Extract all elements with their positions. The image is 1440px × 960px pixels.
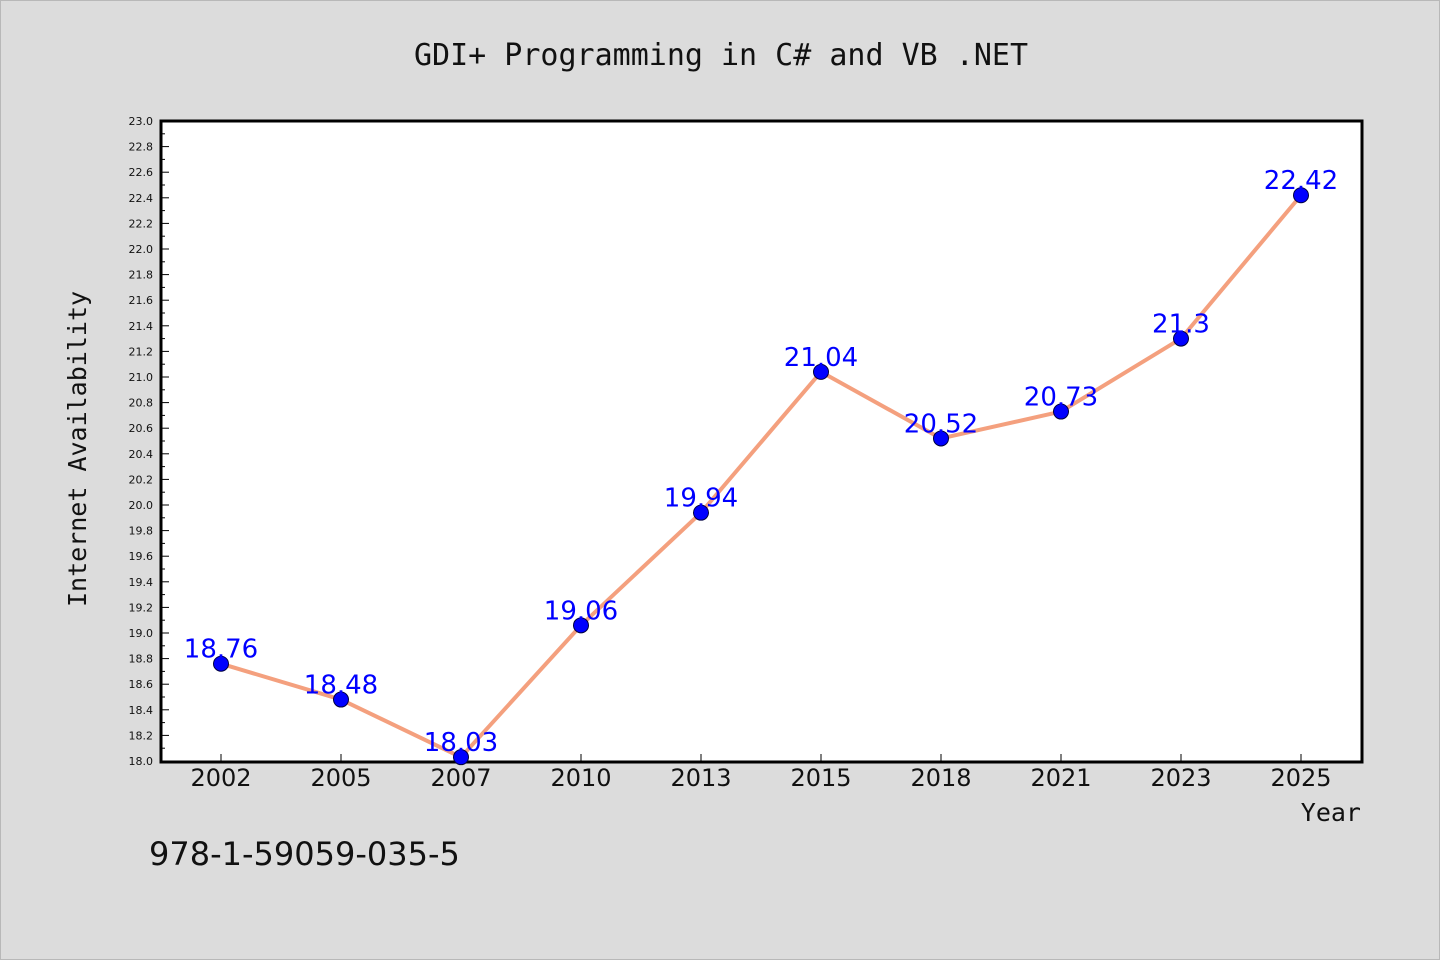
data-label: 18.03 xyxy=(424,728,498,758)
data-label: 20.52 xyxy=(904,409,978,439)
y-tick-label: 20.0 xyxy=(129,499,154,512)
data-point-marker xyxy=(213,655,229,672)
y-tick-label: 18.0 xyxy=(129,755,154,768)
y-tick-label: 18.8 xyxy=(129,653,154,666)
y-tick-label: 19.2 xyxy=(129,601,154,614)
x-tick-label: 2007 xyxy=(430,764,491,792)
data-label: 19.94 xyxy=(664,484,738,514)
x-tick-label: 2015 xyxy=(790,764,851,792)
data-label: 18.48 xyxy=(304,671,378,701)
x-tick-label: 2010 xyxy=(550,764,611,792)
series-layer: 18.76 18.48 18.03 19.06 19.94 21.04 20.52 20.73… xyxy=(184,166,1338,766)
x-axis-ticks: 2002 2005 2007 2010 2013 2015 2018 2021 2023 2025 xyxy=(190,754,1332,792)
chart-title: GDI+ Programming in C# and VB .NET xyxy=(414,38,1028,73)
y-tick-label: 20.6 xyxy=(129,422,154,435)
x-tick-label: 2005 xyxy=(310,764,371,792)
y-tick-label: 19.8 xyxy=(129,525,154,538)
data-point-marker xyxy=(1173,330,1189,347)
y-tick-label: 20.4 xyxy=(129,448,154,461)
y-tick-label: 22.0 xyxy=(129,243,154,256)
y-tick-label: 19.6 xyxy=(129,550,154,563)
y-tick-label: 23.0 xyxy=(129,115,154,128)
data-label: 21.3 xyxy=(1152,310,1210,340)
data-label: 19.06 xyxy=(544,596,618,626)
x-tick-label: 2002 xyxy=(190,764,251,792)
x-tick-label: 2025 xyxy=(1270,764,1331,792)
x-axis-label: Year xyxy=(1301,798,1361,827)
y-axis-ticks: 18.0 18.2 18.4 18.6 18.8 19.0 19.2 19.4 19.6 19.8… xyxy=(129,115,169,768)
y-tick-label: 18.2 xyxy=(129,729,154,742)
y-tick-label: 21.4 xyxy=(129,320,154,333)
data-point-marker xyxy=(1293,187,1309,204)
isbn-footnote: 978-1-59059-035-5 xyxy=(149,835,460,873)
series-line xyxy=(219,193,1303,760)
data-label: 18.76 xyxy=(184,635,258,665)
y-tick-label: 22.8 xyxy=(129,141,154,154)
y-tick-label: 21.6 xyxy=(129,294,154,307)
data-point-marker xyxy=(573,617,589,634)
y-axis-label: Internet Availability xyxy=(63,291,92,607)
y-tick-label: 22.6 xyxy=(129,166,154,179)
y-tick-label: 21.8 xyxy=(129,269,154,282)
y-tick-label: 22.4 xyxy=(129,192,154,205)
x-tick-label: 2013 xyxy=(670,764,731,792)
y-tick-label: 19.0 xyxy=(129,627,154,640)
x-tick-label: 2021 xyxy=(1030,764,1091,792)
x-tick-label: 2018 xyxy=(910,764,971,792)
data-point-marker xyxy=(1053,403,1069,420)
y-tick-label: 18.6 xyxy=(129,678,154,691)
data-point-marker xyxy=(813,363,829,380)
y-tick-label: 20.8 xyxy=(129,397,154,410)
y-tick-label: 21.2 xyxy=(129,345,154,358)
data-point-marker xyxy=(933,430,949,447)
data-label: 21.04 xyxy=(784,343,858,373)
data-label: 20.73 xyxy=(1024,383,1098,413)
data-point-marker xyxy=(333,691,349,708)
data-point-marker xyxy=(453,749,469,766)
y-tick-label: 20.2 xyxy=(129,473,154,486)
x-tick-label: 2023 xyxy=(1150,764,1211,792)
y-tick-label: 22.2 xyxy=(129,217,154,230)
y-tick-label: 19.4 xyxy=(129,576,154,589)
data-point-marker xyxy=(693,504,709,521)
y-tick-label: 18.4 xyxy=(129,704,154,717)
y-tick-label: 21.0 xyxy=(129,371,154,384)
data-label: 22.42 xyxy=(1264,166,1338,196)
